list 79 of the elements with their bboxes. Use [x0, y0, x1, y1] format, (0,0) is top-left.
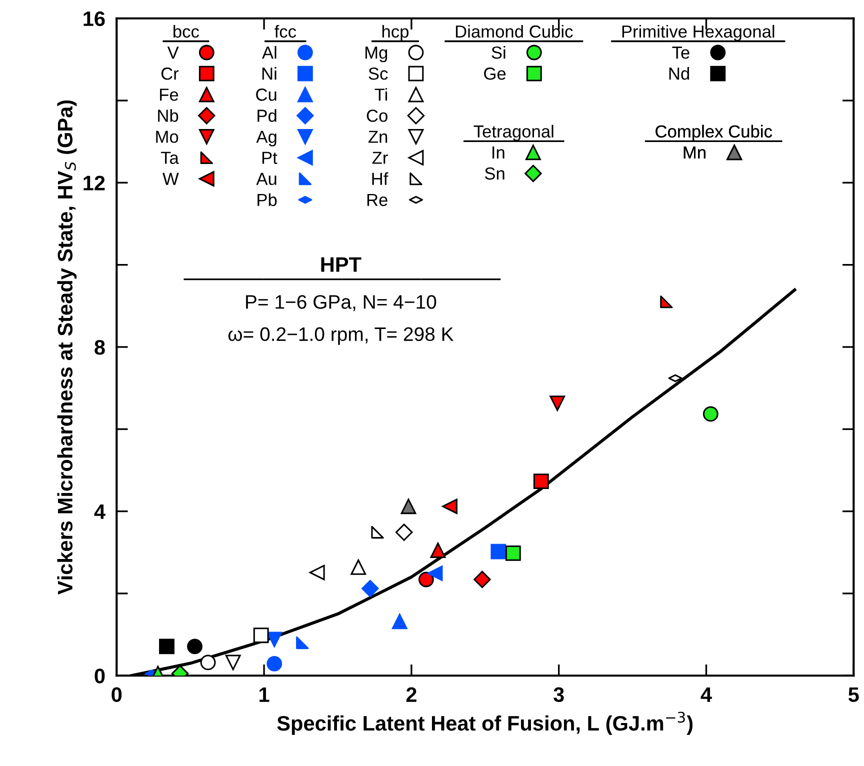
annotation: fcc — [274, 24, 296, 38]
legend-label: Al — [262, 46, 276, 59]
point — [296, 636, 309, 650]
legend-label: Ag — [256, 130, 276, 146]
point — [392, 614, 408, 630]
point — [395, 524, 413, 541]
point — [400, 498, 416, 514]
point — [253, 628, 269, 644]
point — [225, 654, 241, 670]
legend-label: Cu — [256, 88, 276, 101]
point — [430, 542, 446, 558]
point — [266, 632, 282, 648]
annotation: hcp — [382, 24, 408, 42]
point — [660, 295, 673, 308]
point — [490, 544, 506, 560]
x-tick-label: 1 — [260, 687, 270, 702]
point — [187, 638, 202, 654]
legend-label: Co — [366, 110, 388, 122]
point — [266, 656, 282, 672]
legend-label: Ti — [374, 88, 388, 101]
y-axis-title: Vickers Microhardness at Steady State, HV$_{S}$ (GPa) — [57, 100, 77, 594]
legend-label: Ta — [160, 152, 179, 164]
legend-label: Te — [672, 46, 690, 59]
point — [427, 566, 443, 582]
legend-label: In — [492, 146, 504, 158]
legend-label: Nd — [669, 67, 690, 80]
point — [702, 406, 718, 422]
point — [350, 559, 366, 575]
legend-label: Pt — [262, 152, 278, 164]
annotation: Tetragonal — [474, 124, 554, 142]
legend-label: Mo — [156, 130, 178, 143]
legend-label: Re — [367, 194, 388, 206]
legend-label: Si — [492, 46, 506, 59]
y-tick-label: 16 — [84, 11, 105, 26]
legend-label: Pb — [258, 193, 277, 206]
legend-label: Cr — [161, 68, 179, 80]
x-tick-label: 3 — [554, 687, 564, 702]
point — [505, 545, 521, 561]
legend-label: Hf — [372, 172, 388, 185]
legend-label: Zr — [372, 152, 388, 164]
y-tick-label: 0 — [94, 668, 105, 684]
annotation: P= 1−6 GPa, N= 4−10 — [246, 295, 436, 312]
point — [200, 654, 216, 670]
y-tick-label: 12 — [84, 176, 105, 190]
point — [418, 572, 434, 588]
x-tick-label: 4 — [700, 687, 712, 702]
legend-label: Pd — [258, 109, 276, 122]
legend-label: Mg — [365, 46, 388, 62]
point — [442, 498, 458, 514]
x-tick-label: 2 — [406, 687, 416, 702]
annotation: Complex Cubic — [656, 124, 772, 142]
legend-label: Mn — [684, 146, 706, 158]
point — [550, 396, 566, 411]
annotation: HPT — [321, 257, 362, 272]
y-tick-label: 8 — [94, 340, 105, 355]
legend-label: Fe — [160, 88, 178, 101]
annotation: Diamond Cubic — [456, 24, 573, 38]
point — [159, 638, 174, 654]
legend-label: Nb — [158, 109, 178, 122]
y-tick-label: 4 — [94, 504, 106, 519]
legend-label: W — [162, 172, 179, 185]
point — [362, 580, 379, 598]
legend-label: Sc — [368, 68, 388, 80]
legend-label: V — [167, 46, 179, 59]
x-tick-label: 0 — [112, 687, 122, 702]
legend-label: Au — [256, 172, 276, 186]
legend-label: Zn — [368, 130, 388, 143]
legend-label: Sn — [484, 167, 504, 180]
x-tick-label: 5 — [848, 687, 859, 702]
point — [371, 526, 384, 539]
point — [309, 564, 325, 580]
legend-label: Ni — [262, 67, 276, 80]
x-axis-title: Specific Latent Heat of Fusion, L (GJ.m$^{−3}$) — [277, 712, 693, 735]
annotation: Primitive Hexagonal — [622, 24, 774, 42]
legend-label: Ge — [484, 68, 506, 80]
annotation: ω= 0.2−1.0 rpm, T= 298 K — [228, 327, 454, 345]
annotation: bcc — [174, 24, 199, 38]
point — [533, 474, 549, 490]
point — [474, 570, 491, 588]
